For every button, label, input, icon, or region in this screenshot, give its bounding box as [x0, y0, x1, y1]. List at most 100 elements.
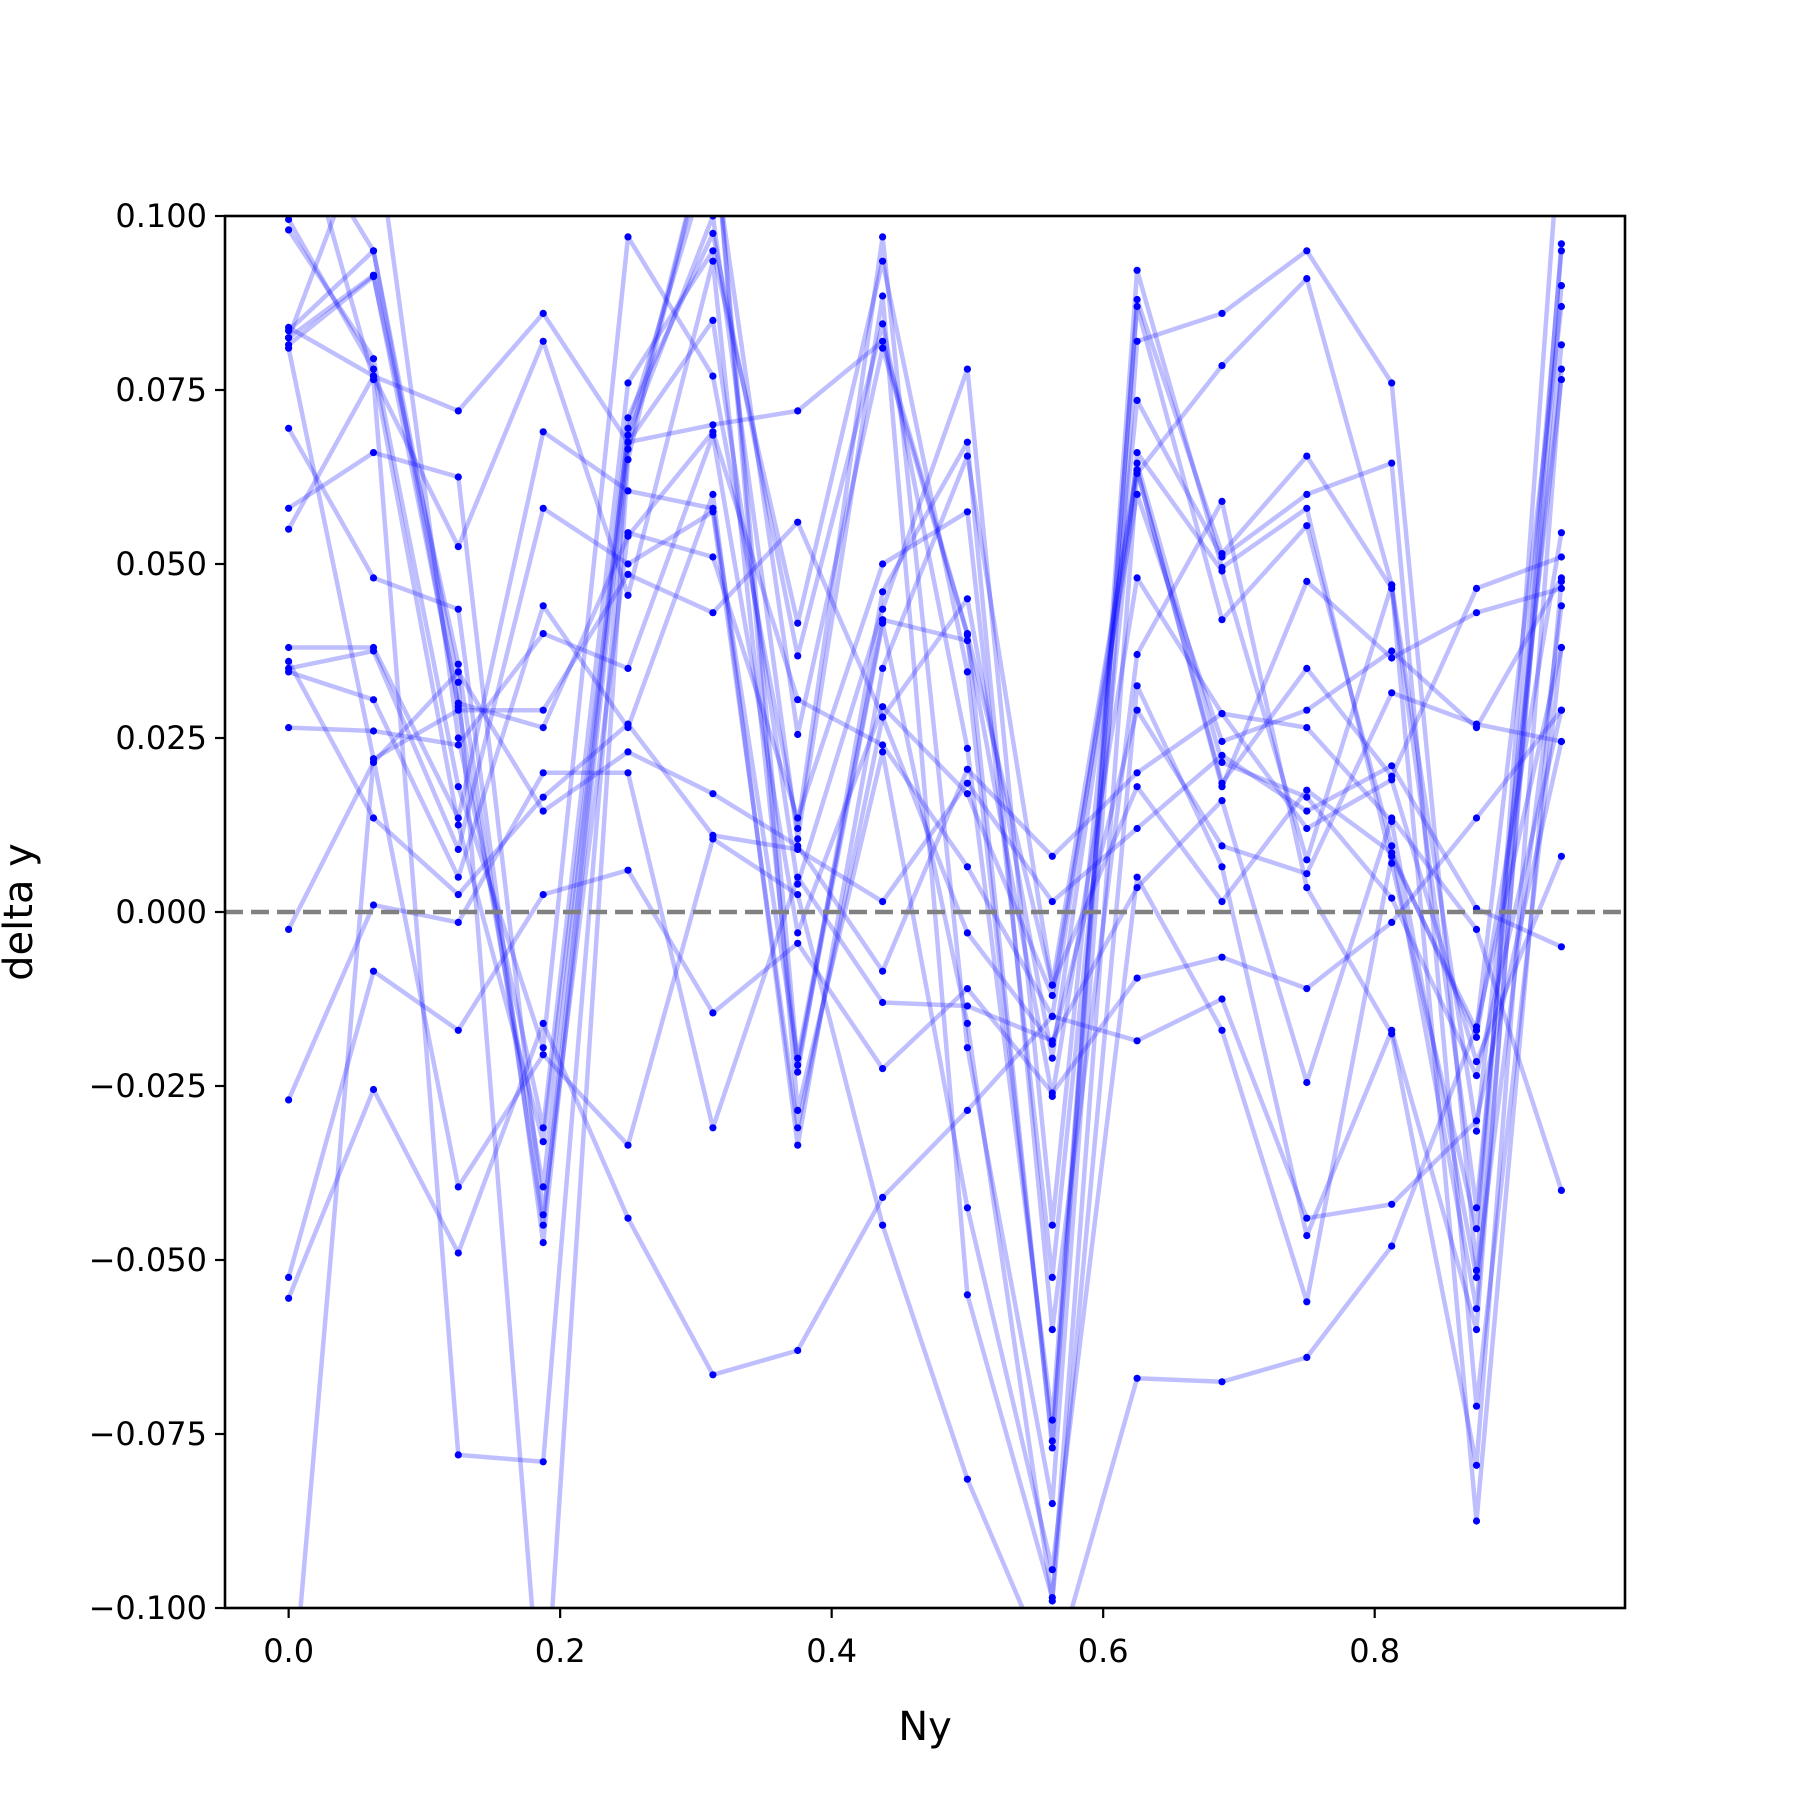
data-point	[539, 1124, 547, 1132]
data-point	[285, 344, 293, 352]
data-point	[963, 1002, 972, 1010]
data-point	[1218, 616, 1226, 624]
data-point	[1218, 995, 1226, 1003]
data-point	[1303, 490, 1311, 498]
data-point	[709, 316, 717, 324]
data-point	[1048, 981, 1056, 989]
x-axis-ticks: 0.0 0.2 0.4 0.6 0.8	[263, 1608, 1400, 1670]
data-point	[1388, 1242, 1396, 1250]
data-point	[794, 824, 802, 833]
data-point	[624, 233, 632, 241]
data-point	[1557, 706, 1565, 714]
data-point	[1133, 682, 1141, 690]
series-line-7	[285, 450, 1564, 1524]
x-axis-label: Ny	[898, 1704, 952, 1750]
data-point	[539, 807, 547, 815]
data-point	[1388, 842, 1396, 850]
data-point	[1133, 396, 1141, 404]
data-point	[369, 1085, 378, 1094]
data-point	[539, 1211, 547, 1219]
data-point	[1557, 574, 1565, 582]
data-point	[454, 814, 462, 822]
data-point	[1472, 1461, 1481, 1469]
data-point	[1303, 807, 1311, 815]
data-point	[879, 344, 887, 352]
data-point	[454, 706, 462, 714]
data-point	[1472, 584, 1481, 593]
data-point	[624, 720, 632, 728]
data-point	[1218, 1026, 1226, 1034]
data-point	[1303, 985, 1311, 993]
data-point	[1472, 1305, 1481, 1313]
data-point	[1388, 647, 1396, 655]
data-point	[1048, 1597, 1056, 1605]
data-point	[879, 588, 887, 596]
data-point	[1133, 295, 1141, 304]
data-point	[1303, 884, 1311, 892]
series-line-22	[349, 216, 1564, 1608]
data-point	[1557, 282, 1565, 290]
data-point	[1388, 852, 1396, 860]
data-point	[539, 793, 547, 801]
data-point	[454, 699, 462, 707]
data-point	[539, 630, 547, 638]
y-tick-label: 0.075	[115, 371, 207, 409]
data-point	[1388, 581, 1396, 589]
data-point	[1303, 1353, 1311, 1361]
data-point	[709, 1371, 717, 1379]
data-point	[1388, 459, 1396, 467]
data-point	[285, 1096, 293, 1104]
data-point	[285, 1294, 293, 1302]
data-point	[285, 424, 293, 432]
data-point	[1388, 918, 1396, 927]
data-point	[1557, 341, 1565, 349]
data-point	[1218, 309, 1226, 317]
data-point	[794, 619, 802, 627]
data-point	[1133, 783, 1141, 791]
data-point	[963, 508, 972, 516]
series-line-6	[285, 258, 1564, 1468]
data-point	[794, 814, 802, 822]
data-point	[794, 891, 802, 899]
data-point	[1557, 553, 1565, 561]
data-point	[539, 1183, 547, 1191]
data-point	[285, 216, 293, 224]
series-line-5	[285, 216, 1564, 1600]
data-point	[1048, 1089, 1056, 1097]
data-point	[963, 790, 972, 798]
series-line-15	[285, 669, 1565, 1064]
data-point	[624, 769, 632, 777]
data-point	[794, 1106, 802, 1114]
data-point	[539, 428, 547, 436]
data-point	[1133, 466, 1141, 474]
data-point	[369, 271, 378, 279]
data-point	[1388, 859, 1396, 867]
data-point	[1133, 873, 1141, 881]
data-point	[1303, 247, 1311, 255]
data-point	[963, 1475, 972, 1483]
x-tick-label: 0.8	[1349, 1632, 1400, 1670]
data-point	[369, 574, 378, 582]
data-point	[794, 518, 802, 526]
data-point	[624, 748, 632, 756]
data-point	[1303, 452, 1311, 460]
y-tick-label: 0.000	[115, 893, 207, 931]
y-tick-label: 0.100	[115, 197, 207, 235]
data-point	[794, 880, 802, 888]
data-point	[369, 814, 378, 822]
data-point	[1388, 654, 1396, 662]
data-point	[624, 570, 632, 579]
data-point	[963, 744, 972, 753]
data-point	[1133, 459, 1141, 467]
series-line-2	[285, 231, 1564, 1423]
data-point	[1133, 706, 1141, 714]
data-point	[963, 765, 972, 773]
data-point	[1303, 706, 1311, 714]
data-point	[1048, 1221, 1056, 1229]
series-line-12	[286, 432, 1565, 998]
data-point	[1303, 786, 1311, 794]
data-point	[1218, 737, 1226, 746]
data-point	[1303, 724, 1311, 732]
data-point	[709, 247, 717, 255]
data-point	[794, 1061, 802, 1069]
